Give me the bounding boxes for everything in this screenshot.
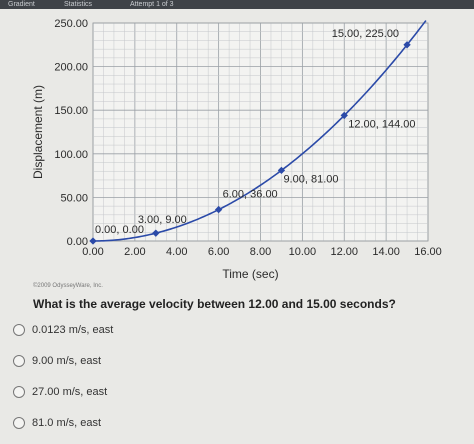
y-axis-title: Displacement (m) [31,85,45,179]
top-bar: Gradient Statistics Attempt 1 of 3 [0,0,474,9]
data-point [214,205,223,214]
y-tick-label: 200.00 [54,62,88,74]
x-tick-label: 12.00 [330,246,358,258]
y-tick-label: 150.00 [54,105,88,117]
question-text: What is the average velocity between 12.… [33,297,396,311]
x-tick-label: 2.00 [124,246,145,258]
x-tick-label: 14.00 [372,246,400,258]
data-label: 6.00, 36.00 [223,189,278,201]
copyright-text: ©2009 OdysseyWare, Inc. [33,283,103,289]
y-tick-label: 50.00 [60,192,88,204]
data-label: 3.00, 9.00 [138,214,187,226]
topbar-left-text: Gradient [8,1,35,8]
radio-button[interactable] [13,355,25,367]
x-tick-label: 10.00 [289,246,317,258]
radio-button[interactable] [13,324,25,336]
answer-label: 9.00 m/s, east [32,355,102,367]
answer-label: 81.0 m/s, east [32,417,102,429]
attempt-counter: Attempt 1 of 3 [130,1,174,8]
x-tick-label: 6.00 [208,246,229,258]
radio-button[interactable] [13,417,25,429]
data-label: 0.00, 0.00 [95,224,144,236]
x-tick-label: 8.00 [250,246,271,258]
x-axis-title: Time (sec) [222,267,278,281]
y-tick-label: 250.00 [54,18,88,30]
series-line [92,20,427,242]
x-tick-label: 0.00 [82,246,103,258]
data-label: 12.00, 144.00 [348,118,415,130]
answer-option-1[interactable]: 0.0123 m/s, east [13,322,113,338]
x-tick-label: 4.00 [166,246,187,258]
answer-option-3[interactable]: 27.00 m/s, east [13,384,107,400]
answer-option-2[interactable]: 9.00 m/s, east [13,353,101,369]
answer-option-4[interactable]: 81.0 m/s, east [13,415,101,431]
x-tick-label: 16.00 [414,246,442,258]
data-point [340,111,348,120]
radio-button[interactable] [13,386,25,398]
data-label: 15.00, 225.00 [332,28,399,40]
topbar-middle-text: Statistics [64,1,93,8]
answer-label: 0.0123 m/s, east [32,324,114,336]
data-point [403,41,411,49]
data-point [89,237,97,245]
data-label: 9.00, 81.00 [283,173,338,185]
answer-label: 27.00 m/s, east [32,386,108,398]
y-tick-label: 100.00 [54,149,88,161]
displacement-time-chart: 0.00 2.00 4.00 6.00 8.00 10.00 12.00 14.00 16.00… [31,18,442,281]
y-tick-label: 0.00 [67,236,88,248]
